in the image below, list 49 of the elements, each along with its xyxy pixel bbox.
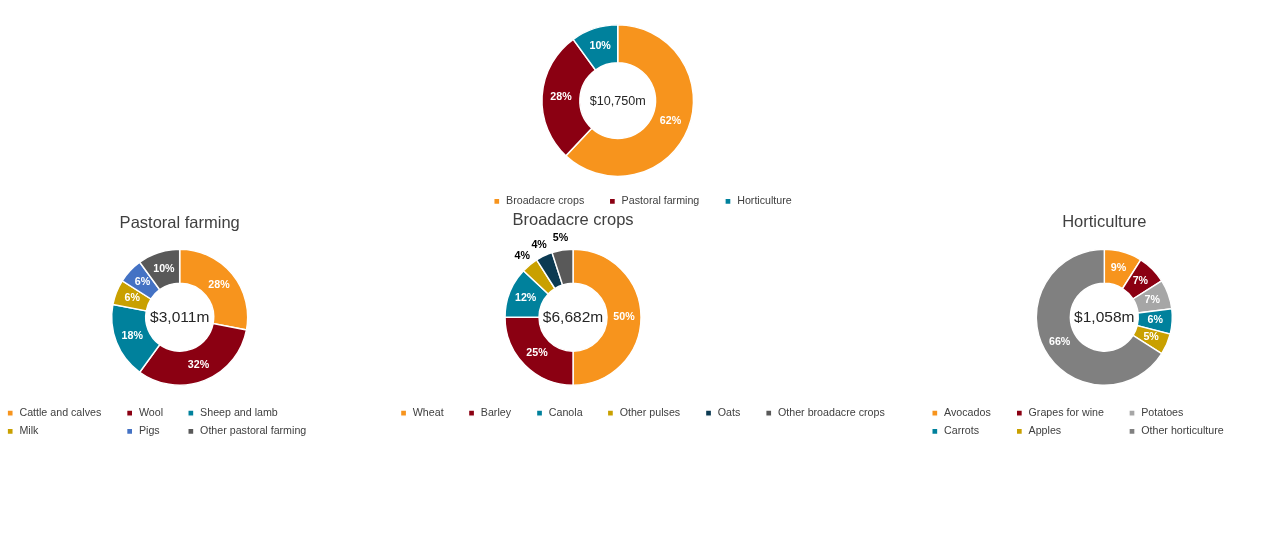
- data-label: 6%: [1147, 313, 1164, 326]
- legend-label: Oats: [717, 405, 741, 418]
- data-label: 6%: [134, 275, 151, 288]
- chart-title: Broadacre crops: [512, 209, 634, 228]
- legend-label: Cattle and calves: [19, 405, 102, 418]
- text: $1,058m: [1074, 308, 1135, 326]
- legend-label: Pigs: [138, 424, 160, 437]
- legend-label: Other pastoral farming: [200, 424, 307, 437]
- data-label: 5%: [1143, 330, 1160, 343]
- legend-label: Other broadacre crops: [777, 405, 885, 418]
- legend-label: Potatoes: [1141, 405, 1184, 418]
- legend-label: Wheat: [412, 405, 444, 418]
- data-label: 28%: [208, 277, 231, 290]
- chart-title: Pastoral farming: [119, 212, 240, 231]
- legend-label: Barley: [480, 405, 512, 418]
- legend-label: Horticulture: [737, 194, 792, 207]
- legend-label: Canola: [548, 405, 583, 418]
- data-label: 50%: [613, 310, 636, 323]
- data-label: 6%: [124, 291, 141, 304]
- text: $3,011m: [150, 308, 210, 326]
- data-label: 66%: [1048, 334, 1071, 347]
- data-label: 12%: [514, 291, 537, 304]
- legend-label: Apples: [1028, 424, 1062, 437]
- data-label: 7%: [1132, 274, 1149, 287]
- data-label: 10%: [153, 261, 176, 274]
- text: $10,750m: [589, 93, 646, 108]
- data-label: 5%: [552, 231, 569, 244]
- chart-title: Horticulture: [1062, 212, 1147, 231]
- data-label: 4%: [514, 248, 531, 261]
- legend-label: Carrots: [944, 424, 980, 437]
- legend-label: Grapes for wine: [1028, 405, 1104, 418]
- legend-label: Broadacre crops: [506, 194, 585, 207]
- data-label: 25%: [526, 346, 549, 359]
- legend-label: Pastoral farming: [621, 194, 700, 207]
- data-label: 10%: [589, 39, 612, 52]
- data-label: 9%: [1110, 261, 1127, 274]
- data-label: 32%: [187, 357, 210, 370]
- data-label: 18%: [121, 328, 144, 341]
- legend-label: Milk: [19, 424, 40, 437]
- legend-label: Other horticulture: [1141, 424, 1224, 437]
- data-label: 28%: [550, 89, 573, 102]
- text: $6,682m: [542, 308, 604, 326]
- legend-label: Other pulses: [619, 405, 681, 418]
- legend-label: Wool: [138, 405, 164, 418]
- legend-label: Avocados: [944, 405, 991, 418]
- legend-label: Sheep and lamb: [200, 405, 278, 418]
- data-label: 7%: [1144, 292, 1161, 305]
- data-label: 4%: [531, 238, 548, 251]
- data-label: 62%: [659, 114, 682, 127]
